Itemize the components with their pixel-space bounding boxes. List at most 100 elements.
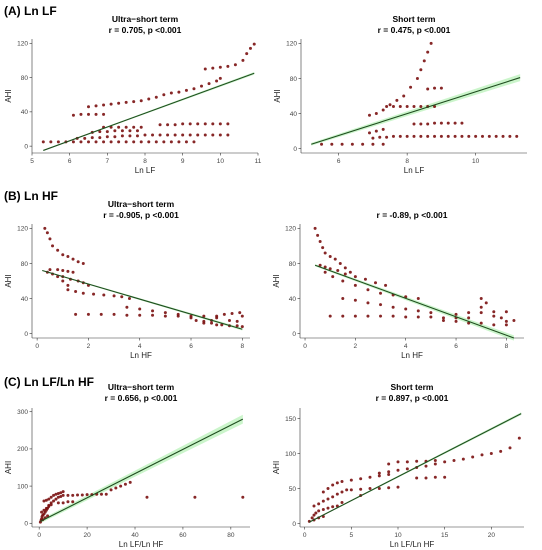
chart-title: Short term [391, 382, 434, 392]
data-point [109, 102, 113, 106]
confidence-band [40, 414, 243, 524]
data-point [460, 134, 464, 138]
chart-subtitle: r = 0.897, p <0.001 [376, 393, 449, 403]
data-point [312, 504, 316, 508]
regression-line [43, 72, 255, 151]
row-label-c: (C) Ln LF/Ln HF [4, 375, 94, 389]
data-point [317, 509, 321, 513]
x-tick-label: 8 [240, 343, 244, 350]
data-point [433, 105, 437, 109]
data-point [59, 491, 63, 495]
data-point [349, 478, 353, 482]
data-point [207, 82, 211, 86]
data-point [211, 122, 215, 126]
data-point [429, 315, 433, 319]
row-label-b: (B) Ln HF [4, 189, 58, 203]
data-point [158, 123, 162, 127]
y-axis-label: AHI [4, 89, 13, 102]
data-point [454, 319, 458, 323]
data-point [467, 134, 471, 138]
data-point [42, 508, 46, 512]
data-point [56, 140, 60, 144]
data-point [189, 316, 193, 320]
data-point [336, 268, 340, 272]
data-point [76, 260, 80, 264]
data-point [245, 52, 249, 56]
data-point [128, 134, 132, 138]
data-point [45, 231, 49, 235]
data-point [71, 270, 75, 274]
data-point [98, 136, 102, 140]
data-point [338, 261, 342, 265]
x-axis-label: Ln LF/Ln HF [390, 540, 435, 549]
data-point [117, 125, 121, 129]
data-point [453, 134, 457, 138]
data-point [374, 281, 378, 285]
data-point [49, 495, 53, 499]
data-point [90, 136, 94, 140]
y-tick-label: 0 [292, 331, 296, 338]
data-point [71, 493, 75, 497]
y-tick-label: 150 [285, 416, 296, 423]
data-point [515, 134, 519, 138]
data-point [102, 140, 106, 144]
data-point [499, 316, 503, 320]
data-point [419, 134, 423, 138]
data-point [56, 492, 60, 496]
x-tick-label: 80 [227, 532, 235, 539]
data-point [379, 314, 383, 318]
data-point [512, 318, 516, 322]
data-point [439, 86, 443, 90]
y-tick-label: 40 [21, 109, 29, 116]
data-point [203, 133, 207, 137]
data-point [71, 257, 75, 261]
x-tick-label: 9 [181, 158, 185, 165]
data-point [467, 311, 471, 315]
data-point [128, 480, 132, 484]
data-point [387, 470, 391, 474]
data-point [200, 84, 203, 88]
data-point [341, 297, 345, 301]
data-point [139, 125, 143, 129]
data-point [415, 76, 419, 80]
data-point [363, 277, 367, 281]
data-point [479, 297, 483, 301]
data-point [193, 495, 197, 499]
data-point [501, 134, 505, 138]
data-point [109, 125, 113, 129]
data-point [487, 134, 491, 138]
data-point [379, 291, 383, 295]
data-point [80, 493, 84, 497]
data-point [439, 121, 443, 125]
data-point [426, 134, 430, 138]
data-point [312, 513, 316, 517]
chart-title: Ultra−short term [108, 382, 175, 392]
data-point [492, 314, 496, 318]
data-point [203, 122, 207, 126]
data-point [61, 493, 65, 497]
data-point [169, 91, 173, 95]
data-point [192, 140, 196, 144]
data-point [113, 129, 117, 133]
data-point [333, 257, 337, 261]
y-axis-label: AHI [272, 274, 281, 287]
data-point [61, 279, 65, 283]
data-point [117, 101, 121, 105]
data-point [238, 311, 242, 315]
data-point [412, 134, 416, 138]
data-point [48, 237, 52, 241]
data-point [66, 288, 70, 292]
data-point [143, 133, 147, 137]
data-point [71, 113, 75, 117]
data-point [404, 315, 408, 319]
data-point [405, 467, 409, 471]
data-point [194, 318, 198, 322]
data-point [454, 312, 458, 316]
data-point [86, 312, 90, 316]
data-point [138, 313, 142, 317]
data-point [119, 484, 123, 488]
x-tick-label: 0 [35, 343, 39, 350]
